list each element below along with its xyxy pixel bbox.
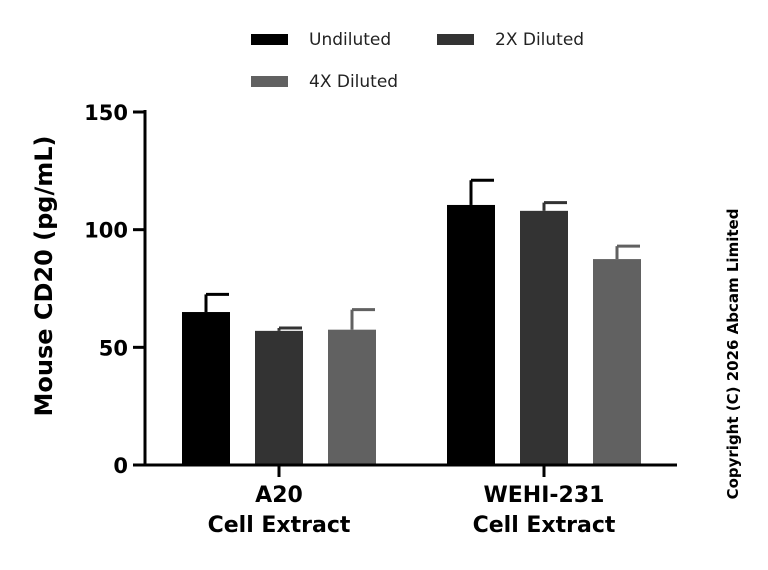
bar [520,210,568,465]
axes-layer [143,110,677,467]
bar [447,204,495,465]
x-categories: A20 Cell Extract WEHI-231 Cell Extract [208,465,616,538]
x-category-label: WEHI-231 [484,483,605,508]
y-tick-label: 150 [84,101,128,125]
bars-layer [182,178,641,465]
legend-swatch [251,76,288,87]
y-tick-label: 100 [84,219,128,243]
legend: Undiluted 2X Diluted 4X Diluted [251,30,584,92]
bar [255,330,303,465]
legend-swatch [251,34,288,45]
copyright-text: Copyright (C) 2026 Abcam Limited [724,209,742,500]
bar [328,329,376,465]
x-category-label: Cell Extract [473,513,616,538]
legend-label: Undiluted [309,30,391,50]
bar [182,312,230,465]
legend-label: 2X Diluted [495,30,584,50]
y-tick-label: 50 [99,336,128,360]
x-category-label: A20 [255,483,303,508]
legend-label: 4X Diluted [309,72,398,92]
y-ticks: 0 50 100 150 [84,101,145,478]
y-axis-label: Mouse CD20 (pg/mL) [30,135,58,416]
legend-swatch [437,34,474,45]
bar [593,259,641,465]
y-tick-label: 0 [113,454,128,478]
x-category-label: Cell Extract [208,513,351,538]
